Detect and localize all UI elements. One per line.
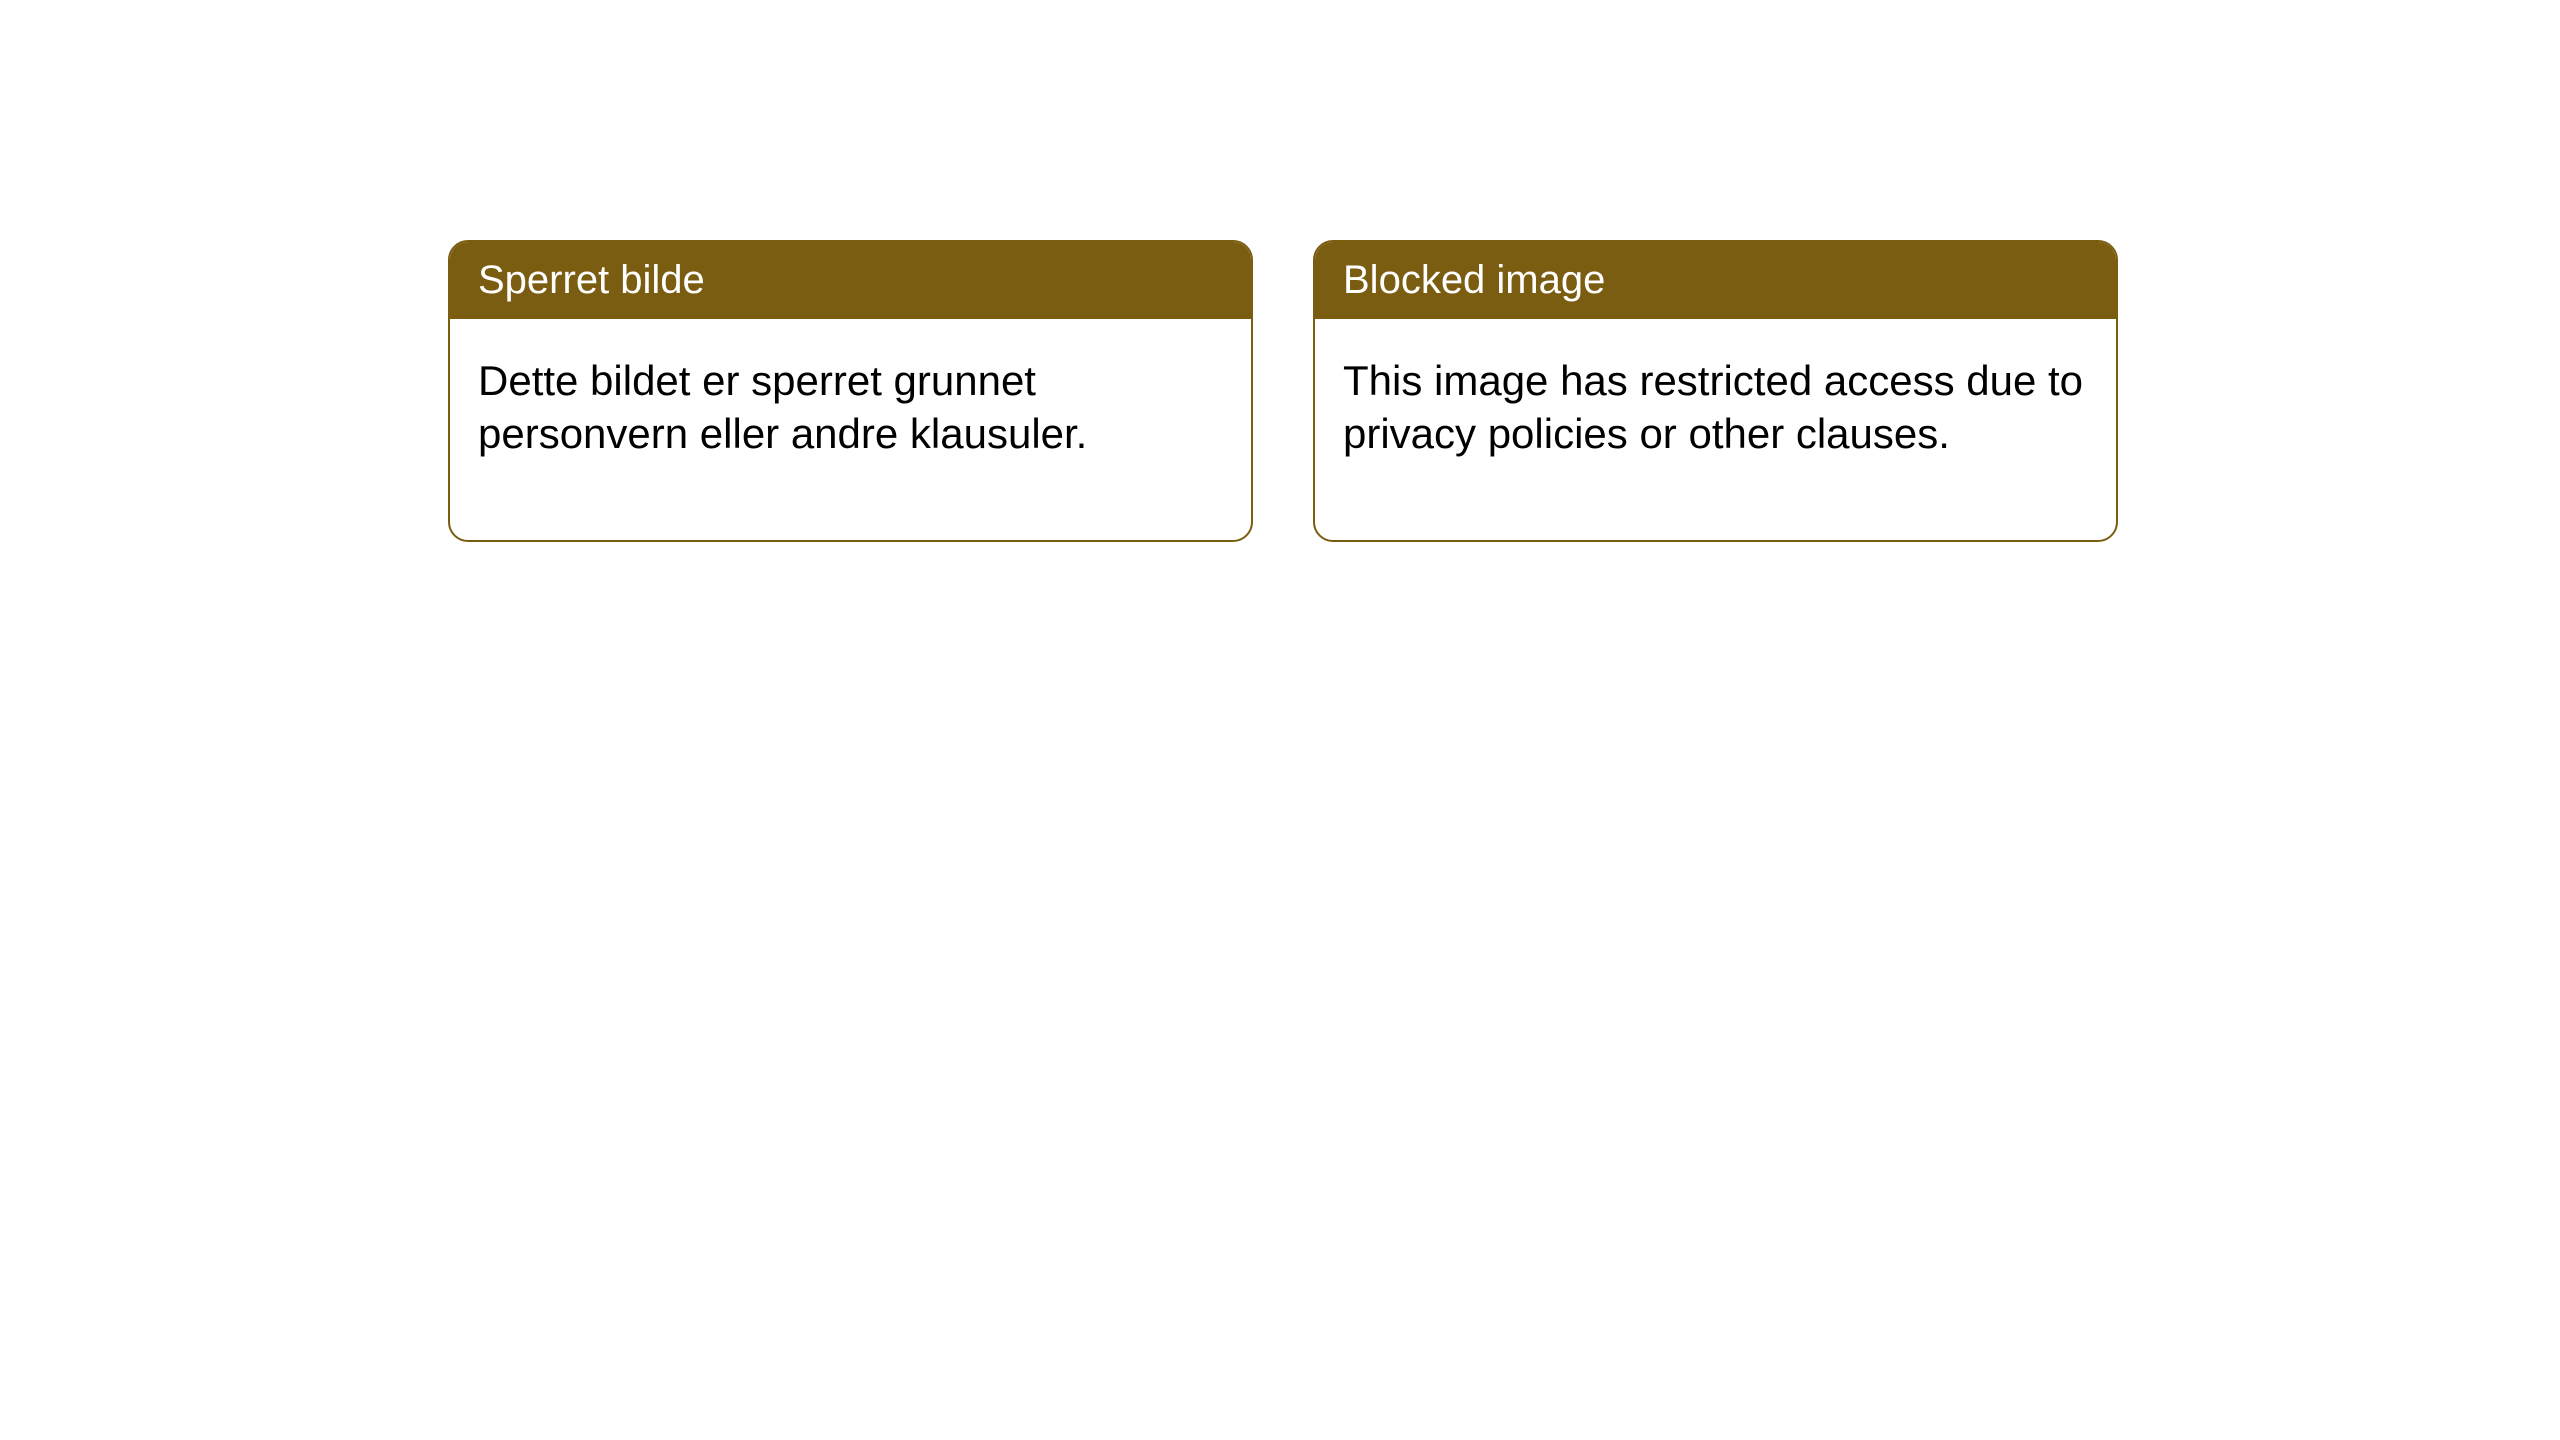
notice-card-body: This image has restricted access due to … xyxy=(1315,319,2116,540)
notice-card-body: Dette bildet er sperret grunnet personve… xyxy=(450,319,1251,540)
notice-card-header: Blocked image xyxy=(1315,242,2116,319)
notice-card-text: This image has restricted access due to … xyxy=(1343,357,2083,457)
notice-cards-container: Sperret bilde Dette bildet er sperret gr… xyxy=(448,240,2118,542)
notice-card-title: Sperret bilde xyxy=(478,258,705,302)
notice-card-header: Sperret bilde xyxy=(450,242,1251,319)
notice-card-title: Blocked image xyxy=(1343,258,1605,302)
notice-card-text: Dette bildet er sperret grunnet personve… xyxy=(478,357,1087,457)
notice-card-norwegian: Sperret bilde Dette bildet er sperret gr… xyxy=(448,240,1253,542)
notice-card-english: Blocked image This image has restricted … xyxy=(1313,240,2118,542)
